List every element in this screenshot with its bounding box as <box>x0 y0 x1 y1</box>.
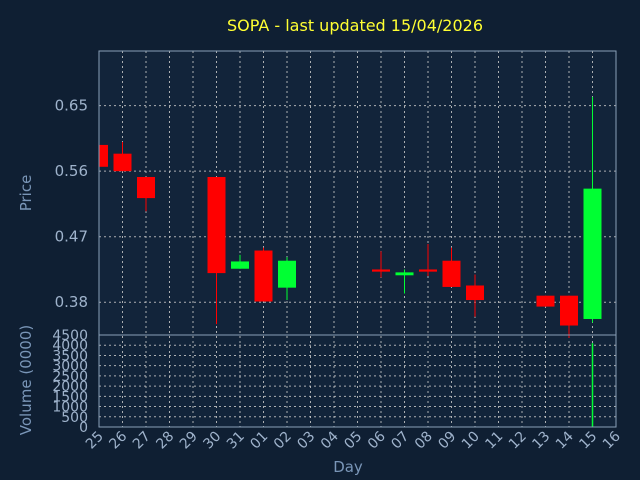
candle <box>207 176 226 325</box>
volume-tick-label: 2000 <box>52 379 88 395</box>
candle <box>278 257 296 301</box>
candle <box>536 295 555 307</box>
volume-tick-label: 0 <box>79 420 88 436</box>
price-axis-label: Price <box>17 175 35 212</box>
day-tick-label: 28 <box>153 429 177 453</box>
price-tick-label: 0.65 <box>55 97 88 115</box>
day-tick-label: 11 <box>482 429 506 453</box>
volume-tick-label: 3000 <box>52 359 88 375</box>
candle-body <box>419 269 437 272</box>
candle-body <box>536 295 555 307</box>
day-tick-label: 06 <box>365 428 389 452</box>
price-tick-label: 0.47 <box>55 228 88 246</box>
day-tick-label: 16 <box>600 428 624 452</box>
day-tick-label: 31 <box>224 429 248 453</box>
candle-body <box>137 176 155 199</box>
candle <box>583 96 602 323</box>
day-tick-label: 30 <box>200 429 224 453</box>
candle-body <box>560 295 578 326</box>
price-tick-labels: 0.65 0.56 0.47 0.38 <box>55 97 88 312</box>
candle-body <box>231 261 249 269</box>
day-tick-label: 29 <box>177 429 201 453</box>
candle <box>372 251 390 278</box>
day-tick-label: 27 <box>130 429 154 453</box>
price-tick-label: 0.38 <box>55 293 88 311</box>
candle-body <box>278 260 296 288</box>
volume-tick-label: 500 <box>61 410 88 426</box>
volume-tick-label: 3500 <box>52 348 88 364</box>
candle <box>98 144 108 167</box>
volume-tick-label: 4000 <box>52 338 88 354</box>
candle <box>395 269 414 294</box>
volume-tick-label: 2500 <box>52 369 88 385</box>
volume-layer <box>591 343 594 427</box>
volume-axis-label: Volume (0000) <box>17 325 35 435</box>
day-tick-label: 08 <box>412 429 436 453</box>
day-tick-label: 10 <box>459 429 483 453</box>
candle-body <box>442 260 461 287</box>
day-tick-label: 09 <box>435 429 459 453</box>
candle <box>137 176 155 212</box>
volume-tick-label: 1500 <box>52 389 88 405</box>
price-tick-label: 0.56 <box>55 162 88 180</box>
day-tick-label: 15 <box>576 429 600 453</box>
candle-body <box>207 176 226 274</box>
candle <box>113 142 132 172</box>
candle-body <box>254 250 273 302</box>
day-tick-label: 01 <box>247 429 271 453</box>
candle-body <box>99 144 108 167</box>
candle-body <box>583 188 602 319</box>
candle-body <box>466 285 484 301</box>
candle <box>419 243 437 277</box>
candle <box>231 254 249 269</box>
candle <box>254 247 273 302</box>
day-tick-label: 04 <box>318 428 342 452</box>
volume-bar <box>591 343 594 427</box>
day-tick-label: 07 <box>388 429 412 453</box>
volume-tick-label: 4500 <box>52 328 88 344</box>
candle-body <box>372 269 390 272</box>
day-tick-label: 13 <box>529 429 553 453</box>
day-axis-label: Day <box>333 458 363 476</box>
day-tick-label: 14 <box>553 428 577 452</box>
candle <box>560 295 578 338</box>
volume-plot-frame <box>98 334 617 428</box>
candle-body <box>395 272 414 276</box>
grid-layer <box>99 51 616 427</box>
volume-tick-label: 1000 <box>52 400 88 416</box>
candle-body <box>113 153 132 172</box>
candle-layer <box>98 96 602 338</box>
candle <box>466 274 484 317</box>
day-tick-label: 12 <box>506 429 530 453</box>
day-tick-label: 02 <box>271 429 295 453</box>
day-tick-label: 05 <box>341 429 365 453</box>
day-tick-label: 03 <box>294 429 318 453</box>
day-tick-label: 26 <box>106 428 130 452</box>
day-tick-labels: 25 26 27 28 29 30 31 01 02 03 04 05 06 07 08 09 10 11 12 13… <box>83 428 624 452</box>
candle <box>442 247 461 287</box>
chart-title: SOPA - last updated 15/04/2026 <box>227 16 483 35</box>
